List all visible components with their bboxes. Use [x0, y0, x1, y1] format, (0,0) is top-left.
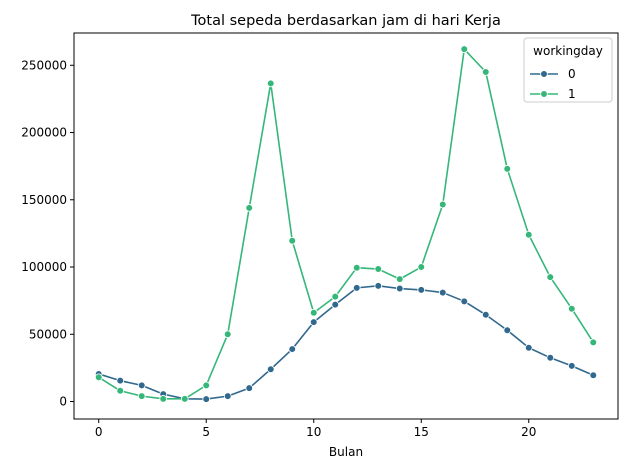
data-point-series-0	[116, 376, 125, 385]
data-point-series-1	[589, 338, 598, 347]
data-point-series-0	[245, 384, 254, 392]
chart-title: Total sepeda berdasarkan jam di hari Ker…	[190, 13, 501, 29]
data-point-series-0	[202, 395, 211, 403]
data-point-series-0	[546, 354, 555, 362]
data-point-series-1	[331, 292, 340, 301]
x-tick-label: 10	[306, 425, 321, 439]
data-point-series-0	[374, 282, 383, 290]
x-tick-label: 15	[414, 425, 429, 439]
data-point-series-0	[460, 297, 469, 306]
y-tick-label: 50000	[29, 327, 67, 341]
data-point-series-0	[524, 343, 533, 352]
data-point-series-1	[116, 386, 125, 395]
data-point-series-0	[266, 365, 275, 374]
data-point-series-0	[331, 300, 340, 309]
data-point-series-1	[352, 263, 361, 272]
data-point-series-1	[460, 45, 469, 53]
data-point-series-0	[223, 392, 232, 400]
data-point-series-1	[309, 308, 318, 317]
data-point-series-0	[589, 371, 598, 380]
legend-swatch-marker	[540, 70, 548, 78]
data-point-series-1	[223, 330, 232, 339]
data-point-series-1	[417, 263, 426, 271]
data-point-series-1	[245, 204, 254, 212]
plot-frame	[73, 32, 619, 420]
series-line-0	[98, 285, 594, 400]
y-tick-label: 200000	[21, 126, 67, 140]
y-axis: 0 50000 100000 150000 200000 250000	[21, 58, 74, 409]
legend-title: workingday	[533, 44, 603, 58]
y-tick-label: 100000	[21, 260, 67, 274]
y-tick-label: 250000	[21, 58, 67, 72]
x-tick-label: 20	[521, 425, 536, 439]
data-point-series-0	[417, 286, 426, 294]
series-line-1	[98, 48, 594, 400]
data-point-series-0	[309, 318, 318, 326]
x-axis-label: Bulan	[329, 445, 363, 459]
data-point-series-1	[395, 275, 404, 283]
data-point-series-1	[481, 68, 490, 76]
x-tick-label: 0	[95, 425, 103, 439]
data-point-series-0	[352, 284, 361, 292]
data-point-series-1	[374, 265, 383, 273]
data-point-series-1	[202, 381, 211, 390]
data-point-series-0	[288, 345, 297, 353]
x-tick-label: 5	[202, 425, 210, 439]
data-point-series-1	[266, 79, 275, 88]
legend-frame	[523, 37, 613, 103]
legend-entry-label: 0	[568, 67, 576, 81]
legend-entry-label: 1	[568, 87, 576, 101]
y-tick-label: 150000	[21, 193, 67, 207]
data-point-series-1	[288, 236, 297, 245]
plot-area	[73, 32, 619, 420]
data-point-series-1	[567, 304, 576, 313]
legend-items: 01	[530, 67, 576, 101]
x-axis: 0 5 10 15 20	[95, 419, 536, 439]
series-layer	[94, 45, 598, 403]
data-point-series-0	[567, 362, 576, 370]
data-point-series-1	[524, 230, 533, 239]
data-point-series-0	[395, 284, 404, 293]
data-point-series-0	[438, 288, 447, 297]
data-point-series-0	[503, 326, 512, 335]
data-point-series-1	[94, 373, 103, 382]
data-point-series-1	[159, 395, 168, 403]
data-point-series-0	[137, 381, 146, 390]
data-point-series-0	[481, 310, 490, 319]
legend-swatch-marker	[540, 90, 548, 98]
data-point-series-1	[503, 165, 512, 173]
data-point-series-1	[180, 395, 189, 403]
y-tick-label: 0	[59, 395, 67, 409]
data-point-series-1	[546, 273, 555, 281]
data-point-series-1	[137, 392, 146, 400]
data-point-series-1	[438, 200, 447, 209]
legend: workingday 01	[523, 37, 613, 103]
